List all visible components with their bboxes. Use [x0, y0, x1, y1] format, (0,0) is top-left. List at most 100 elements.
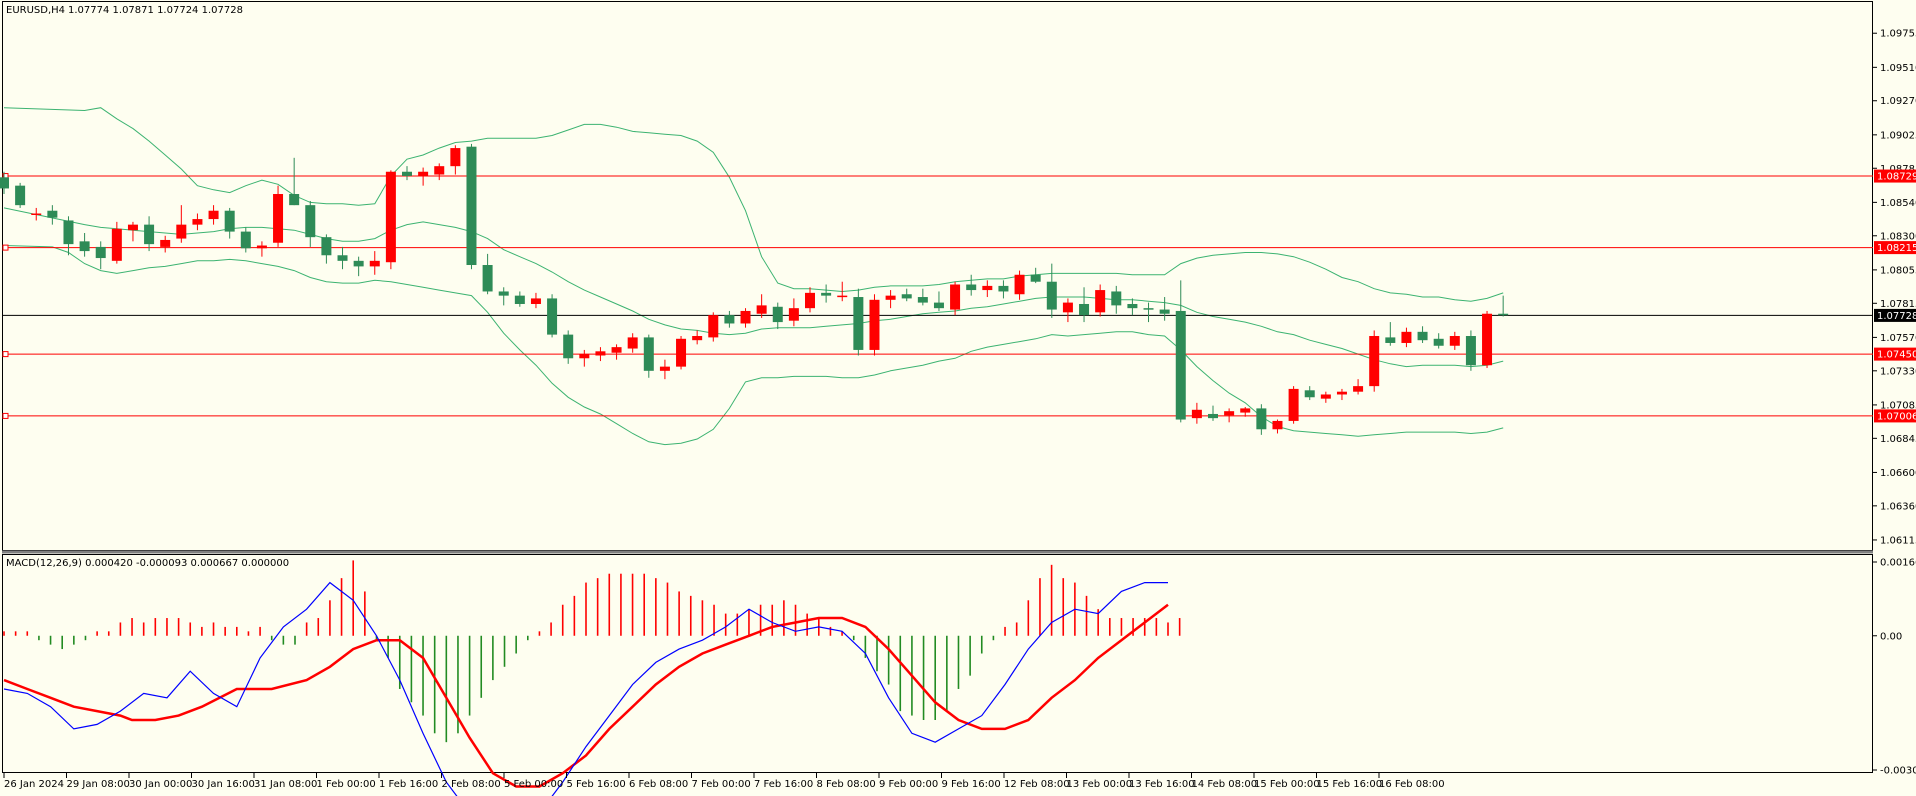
chart-symbol-title: EURUSD,H4 [6, 5, 65, 16]
candle-body [547, 298, 558, 335]
macd-tick-label: -0.003028 [1880, 766, 1916, 777]
candle-body [1030, 274, 1041, 282]
candle-body [208, 210, 219, 220]
price-levels: 1.08729 1.08215 1.07450 1.07006 1.07728 [2, 169, 1916, 423]
time-tick-label: 1 Feb 16:00 [379, 779, 438, 790]
candle-body [692, 336, 703, 341]
current-price-label: 1.07728 [1877, 311, 1916, 322]
candle-body [950, 284, 961, 310]
candle-body [1159, 309, 1170, 314]
candle-body [466, 146, 477, 266]
macd-tick-label: 0.001664 [1880, 558, 1916, 569]
price-tick-label: 1.06360 [1880, 501, 1916, 512]
macd-panel-frame [2, 554, 1873, 773]
price-level-handle [2, 351, 9, 358]
candle-body [1320, 394, 1331, 399]
candle-body [144, 224, 155, 245]
price-level-tag [1874, 409, 1916, 423]
candle-body [1482, 313, 1493, 366]
candle-body [1272, 420, 1283, 430]
candle-body [47, 210, 58, 218]
candle-body [79, 241, 90, 252]
price-tick-label: 1.09510 [1880, 63, 1916, 74]
bollinger-upper-line [3, 107, 1504, 302]
candle-body [901, 294, 912, 299]
candle-body [998, 285, 1009, 292]
price-tick-label: 1.07330 [1880, 366, 1916, 377]
candle-body [1465, 336, 1476, 366]
time-tick-label: 5 Feb 00:00 [504, 779, 563, 790]
candle-body [611, 347, 622, 353]
candle-body [321, 237, 332, 256]
candle-body [192, 219, 203, 225]
candle-body [869, 299, 880, 350]
candle-body [498, 291, 509, 296]
price-tick-label: 1.07570 [1880, 333, 1916, 344]
candle-body [885, 295, 896, 300]
candle-body [1191, 409, 1202, 419]
candle-body [240, 231, 251, 249]
candle-body [418, 171, 429, 176]
candle-body [756, 305, 767, 314]
candle-body [369, 260, 380, 267]
price-level-tag [1874, 241, 1916, 255]
time-axis: 26 Jan 2024 29 Jan 08:00 30 Jan 00:00 30 Ja… [3, 773, 1445, 790]
candle-body [1111, 291, 1122, 306]
price-level-label: 1.07006 [1877, 411, 1916, 422]
candle-body [1401, 331, 1412, 343]
candle-body [256, 245, 267, 249]
candle-body [1353, 386, 1364, 392]
candle-body [353, 260, 364, 267]
time-tick-label: 6 Feb 08:00 [629, 779, 688, 790]
time-tick-label: 26 Jan 2024 [4, 779, 64, 790]
candle-body [63, 220, 74, 245]
time-tick-label: 30 Jan 00:00 [129, 779, 192, 790]
price-tick-label: 1.07085 [1880, 400, 1916, 411]
time-tick-label: 5 Feb 16:00 [567, 779, 626, 790]
price-tick-label: 1.06115 [1880, 535, 1916, 546]
time-tick-label: 29 Jan 08:00 [67, 779, 130, 790]
candle-body [289, 194, 300, 206]
candle-body [111, 228, 122, 261]
candle-body [805, 292, 815, 309]
macd-signal-line [3, 603, 1169, 788]
candle-body [1433, 338, 1444, 346]
candle-body [837, 295, 848, 298]
time-tick-label: 12 Feb 08:00 [1004, 779, 1070, 790]
candle-body [1127, 303, 1138, 309]
time-tick-label: 7 Feb 00:00 [692, 779, 751, 790]
price-tick-label: 1.07815 [1880, 299, 1916, 310]
candle-body [1256, 408, 1267, 430]
time-tick-label: 9 Feb 16:00 [942, 779, 1001, 790]
time-tick-label: 13 Feb 16:00 [1129, 779, 1195, 790]
candle-body [788, 308, 799, 321]
candle-body [337, 255, 348, 261]
candlestick-series [0, 143, 1509, 435]
time-tick-label: 15 Feb 00:00 [1254, 779, 1320, 790]
price-tick-label: 1.08785 [1880, 164, 1916, 175]
candle-body [1143, 308, 1154, 310]
candle-body [0, 177, 9, 189]
price-level-tag [1874, 169, 1916, 183]
price-level-label: 1.08215 [1877, 243, 1916, 254]
candle-body [1095, 290, 1106, 313]
price-tick-label: 1.09025 [1880, 130, 1916, 141]
price-tick-label: 1.08540 [1880, 198, 1916, 209]
macd-title: MACD(12,26,9) 0.000420 -0.000093 0.00066… [6, 558, 289, 569]
candle-body [595, 351, 606, 356]
candle-body [933, 302, 944, 309]
candle-body [1498, 313, 1509, 316]
candle-body [402, 171, 412, 176]
time-tick-label: 31 Jan 08:00 [254, 779, 317, 790]
candle-body [740, 310, 751, 324]
candle-body [176, 224, 187, 239]
macd-line [3, 581, 1168, 796]
candle-body [676, 338, 687, 367]
candle-body [31, 213, 42, 216]
candle-body [1417, 331, 1428, 341]
time-tick-label: 2 Feb 08:00 [442, 779, 501, 790]
price-level-label: 1.07450 [1877, 350, 1916, 361]
candle-body [482, 265, 493, 292]
time-tick-label: 7 Feb 16:00 [754, 779, 813, 790]
